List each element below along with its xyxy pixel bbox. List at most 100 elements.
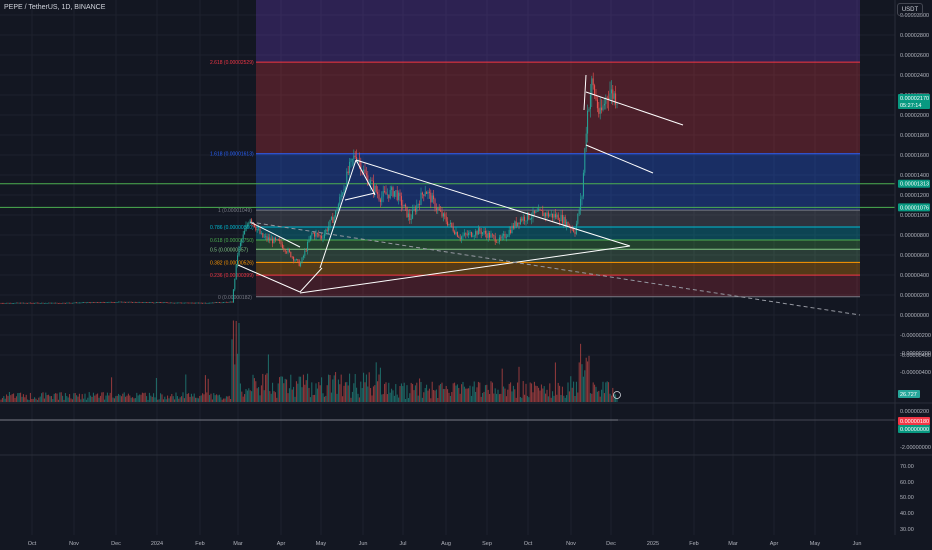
candle-body bbox=[377, 191, 379, 195]
volume-bar bbox=[414, 385, 416, 402]
volume-bar bbox=[524, 394, 526, 402]
candle-body bbox=[14, 302, 16, 304]
y-tick-label: 50.00 bbox=[900, 495, 914, 501]
candle-body bbox=[319, 235, 321, 237]
candle-body bbox=[612, 89, 614, 99]
volume-bar bbox=[517, 382, 519, 402]
volume-bar bbox=[155, 377, 157, 402]
volume-bar bbox=[526, 395, 528, 402]
volume-bar bbox=[277, 383, 279, 402]
volume-bar bbox=[202, 393, 204, 402]
candle-body bbox=[43, 303, 45, 304]
candle-body bbox=[119, 301, 121, 303]
candle-body bbox=[55, 302, 57, 304]
volume-bar bbox=[196, 397, 198, 402]
volume-bar bbox=[483, 391, 485, 402]
volume-bar bbox=[17, 393, 19, 402]
candle-body bbox=[323, 233, 325, 239]
candle-body bbox=[64, 303, 66, 304]
volume-bar bbox=[241, 391, 243, 402]
candle-body bbox=[374, 185, 376, 192]
volume-bar bbox=[314, 394, 316, 402]
volume-bar bbox=[111, 377, 113, 402]
candle-body bbox=[25, 302, 27, 304]
candle-body bbox=[21, 302, 23, 304]
candle-body bbox=[553, 214, 555, 218]
fib-level-label: 0.382 (0.00000526) bbox=[210, 260, 254, 266]
candle-body bbox=[34, 303, 36, 304]
candle-body bbox=[412, 209, 414, 219]
candle-body bbox=[454, 231, 456, 235]
candle-body bbox=[410, 218, 412, 220]
candle-body bbox=[596, 99, 598, 109]
volume-bar bbox=[60, 392, 62, 402]
candle-body bbox=[167, 302, 169, 304]
volume-bar bbox=[556, 394, 558, 402]
candle-body bbox=[573, 229, 575, 232]
volume-bar bbox=[106, 392, 108, 402]
volume-bar bbox=[420, 382, 422, 402]
volume-bar bbox=[358, 397, 360, 402]
volume-bar bbox=[490, 381, 492, 402]
volume-bar bbox=[552, 391, 554, 402]
volume-bar bbox=[59, 392, 61, 402]
volume-bar bbox=[234, 364, 236, 402]
candle-body bbox=[305, 250, 307, 252]
volume-bar bbox=[46, 395, 48, 402]
volume-bar bbox=[92, 392, 94, 402]
volume-bar bbox=[519, 396, 521, 402]
candle-body bbox=[120, 301, 122, 303]
candle-body bbox=[195, 302, 197, 304]
candle-body bbox=[281, 244, 283, 249]
volume-bar bbox=[616, 398, 618, 402]
candle-body bbox=[266, 236, 268, 240]
volume-bar bbox=[599, 396, 601, 402]
volume-bar bbox=[57, 399, 59, 402]
candle-body bbox=[309, 235, 311, 240]
volume-bar bbox=[125, 396, 127, 402]
volume-bar bbox=[13, 393, 15, 402]
candle-body bbox=[342, 193, 344, 195]
volume-bar bbox=[578, 362, 580, 402]
candle-body bbox=[232, 289, 234, 303]
volume-bar bbox=[73, 393, 75, 402]
candle-body bbox=[580, 198, 582, 210]
candle-body bbox=[70, 302, 72, 304]
volume-bar bbox=[123, 392, 125, 402]
candle-body bbox=[497, 241, 499, 243]
volume-bar bbox=[298, 376, 300, 402]
indicator-marker bbox=[898, 417, 930, 425]
volume-bar bbox=[342, 396, 344, 402]
volume-bar bbox=[66, 396, 68, 402]
candle-body bbox=[448, 223, 450, 226]
volume-bar bbox=[560, 394, 562, 402]
volume-bar bbox=[571, 387, 573, 402]
y-tick-label: 0.00000200 bbox=[900, 293, 929, 299]
volume-marker bbox=[898, 390, 920, 398]
volume-bar bbox=[545, 393, 547, 402]
candle-body bbox=[122, 301, 124, 303]
volume-bar bbox=[144, 392, 146, 402]
volume-bar bbox=[129, 395, 131, 402]
candle-body bbox=[116, 302, 118, 303]
currency-button[interactable]: USDT bbox=[897, 3, 923, 16]
candle-body bbox=[371, 180, 373, 182]
candle-body bbox=[272, 238, 274, 244]
volume-bar bbox=[405, 398, 407, 402]
candle-body bbox=[291, 256, 293, 258]
candle-body bbox=[84, 302, 86, 303]
candle-body bbox=[36, 302, 38, 304]
volume-bar bbox=[535, 385, 537, 402]
candle-body bbox=[568, 226, 570, 227]
candle-body bbox=[209, 302, 211, 304]
candle-body bbox=[438, 208, 440, 211]
volume-bar bbox=[385, 382, 387, 402]
candle-body bbox=[344, 187, 346, 190]
volume-bar bbox=[137, 395, 139, 402]
volume-bar bbox=[160, 393, 162, 402]
volume-bar bbox=[71, 399, 73, 402]
volume-group bbox=[0, 320, 618, 402]
volume-bar bbox=[182, 392, 184, 402]
candle-body bbox=[112, 302, 114, 303]
